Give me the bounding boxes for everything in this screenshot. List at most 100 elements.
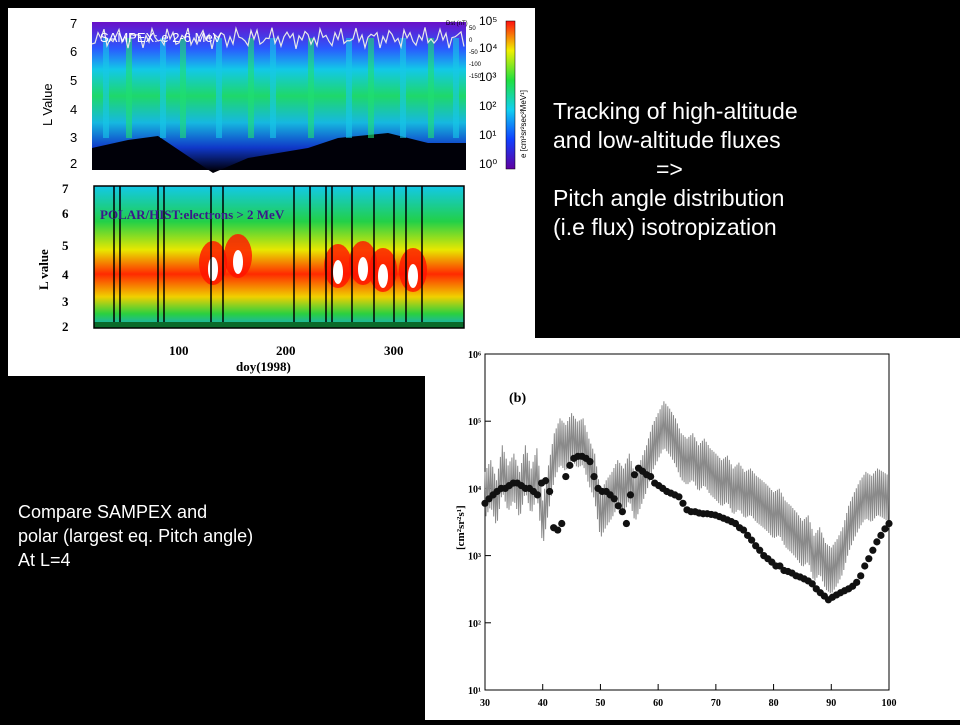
flux-dot xyxy=(748,536,756,544)
plot-frame xyxy=(484,353,890,691)
colorbar-tick: 10⁵ xyxy=(479,14,497,28)
y-tick-label: 10³ xyxy=(468,552,481,563)
x-tick-label: 100 xyxy=(882,698,897,709)
flux-dot xyxy=(869,546,877,554)
polar-heatmap-structure xyxy=(94,186,464,328)
injection-band xyxy=(103,38,109,138)
flux-saturation xyxy=(408,264,418,288)
flux-saturation xyxy=(358,257,368,281)
flux-dot xyxy=(566,461,574,469)
colorbar xyxy=(505,20,516,170)
right-text-line: and low-altitude fluxes xyxy=(553,127,781,153)
flux-saturation xyxy=(378,264,388,288)
left-text-line: polar (largest eq. Pitch angle) xyxy=(18,526,254,546)
y-tick-label: 10² xyxy=(468,619,481,630)
dst-overlay-line xyxy=(91,26,465,50)
flux-dot xyxy=(861,562,869,570)
sampex-low-l-region xyxy=(92,133,466,173)
colorbar-tick: 10² xyxy=(479,99,496,113)
dst-label: Dst (nT) xyxy=(446,21,468,27)
flux-dot xyxy=(614,502,622,510)
polar-frame xyxy=(93,185,465,329)
flux-dot xyxy=(679,499,687,507)
y-tick-label: 10⁵ xyxy=(468,417,481,428)
colorbar-label: e [cm²sr²sec²MeV¹] xyxy=(519,90,528,158)
x-tick: 200 xyxy=(276,343,296,358)
sampex-y-ticks: 2 3 4 5 6 7 xyxy=(70,16,77,171)
injection-band xyxy=(270,38,276,138)
right-text-line: Pitch angle distribution xyxy=(553,185,785,211)
injection-band xyxy=(308,38,314,138)
y-tick: 3 xyxy=(70,130,77,145)
y-tick: 3 xyxy=(62,294,69,309)
flux-dot xyxy=(744,531,752,539)
y-tick: 6 xyxy=(70,44,77,59)
y-tick: 4 xyxy=(70,102,77,117)
flux-series-line xyxy=(484,401,889,594)
flux-dot xyxy=(630,471,639,479)
y-tick-label: 10⁶ xyxy=(468,350,481,361)
right-text-line: => xyxy=(656,156,683,182)
left-text-block: Compare SAMPEX and polar (largest eq. Pi… xyxy=(18,500,418,572)
sampex-heatmap-structure xyxy=(92,38,466,173)
flux-dot xyxy=(881,525,889,533)
polar-x-label: doy(1998) xyxy=(236,359,291,374)
injection-band xyxy=(428,38,434,138)
x-tick: 100 xyxy=(169,343,189,358)
flux-series-dots xyxy=(481,452,893,604)
x-tick: 300 xyxy=(384,343,404,358)
y-tick: 2 xyxy=(62,319,69,334)
injection-band xyxy=(400,38,406,138)
sampex-polar-figure: SAMPEX: e 2-6 MeV Dst (nT) 50 0 -50 -100… xyxy=(8,8,535,376)
sampex-y-label: L Value xyxy=(40,83,55,126)
flux-dot xyxy=(610,495,618,503)
sampex-panel-title: SAMPEX: e 2-6 MeV xyxy=(100,30,222,45)
injection-band xyxy=(346,38,352,138)
dst-tick: 0 xyxy=(469,38,473,44)
colorbar-tick: 10¹ xyxy=(479,128,496,142)
flux-dot xyxy=(618,508,626,516)
injection-band xyxy=(453,38,459,138)
left-text-line: Compare SAMPEX and xyxy=(18,502,208,522)
y-tick-label: 10¹ xyxy=(468,686,481,697)
injection-band xyxy=(180,38,186,138)
x-tick-label: 90 xyxy=(826,698,836,709)
flux-saturation xyxy=(208,257,218,281)
flux-dot xyxy=(873,538,881,546)
flux-timeseries-svg: (b) 30 40 50 60 70 80 90 10010¹10²10³10⁴10⁵10⁶ … xyxy=(455,350,897,709)
flux-dot xyxy=(558,519,566,528)
x-tick-label: 60 xyxy=(653,698,663,709)
dst-axis: 50 0 -50 -100 -150 xyxy=(469,26,482,80)
flux-dot xyxy=(622,519,630,528)
right-text-line: Tracking of high-altitude xyxy=(553,98,798,124)
polar-x-ticks: 100 200 300 xyxy=(169,343,404,358)
flux-dot xyxy=(542,477,550,485)
left-text-line: At L=4 xyxy=(18,550,71,570)
injection-band xyxy=(248,38,254,138)
x-tick-label: 70 xyxy=(711,698,721,709)
colorbar-ticks: 10⁰ 10¹ 10² 10³ 10⁴ 10⁵ xyxy=(479,14,498,171)
flux-dot xyxy=(808,580,816,588)
polar-panel-title: POLAR/HIST:electrons > 2 MeV xyxy=(100,207,285,222)
y-tick: 5 xyxy=(62,238,69,253)
flux-dot xyxy=(586,458,594,466)
x-tick-label: 80 xyxy=(769,698,779,709)
colorbar-tick: 10³ xyxy=(479,70,496,84)
y-axis-label: [cm²sr²s¹] xyxy=(455,505,467,550)
flux-dot xyxy=(546,487,554,496)
flux-dot xyxy=(877,531,885,539)
y-tick: 2 xyxy=(70,156,77,171)
injection-band xyxy=(160,38,166,138)
polar-y-label: L value xyxy=(36,249,51,290)
dst-tick: 50 xyxy=(469,26,476,32)
flux-dot xyxy=(857,572,865,580)
flux-dot xyxy=(885,519,893,528)
flux-saturation xyxy=(333,260,343,284)
panel-label: (b) xyxy=(509,391,526,406)
dst-tick: -150 xyxy=(469,74,482,80)
x-tick-label: 50 xyxy=(595,698,605,709)
flux-timeseries-figure: (b) 30 40 50 60 70 80 90 100 10¹ 10² 10³ 10⁴ 10⁵ 10⁶ … xyxy=(425,338,960,720)
axes: 30 40 50 60 70 80 90 100 10¹ 10² 10³ 10⁴ 10⁵ 10⁶ xyxy=(468,350,897,709)
flux-saturation xyxy=(233,250,243,274)
injection-band xyxy=(216,38,222,138)
